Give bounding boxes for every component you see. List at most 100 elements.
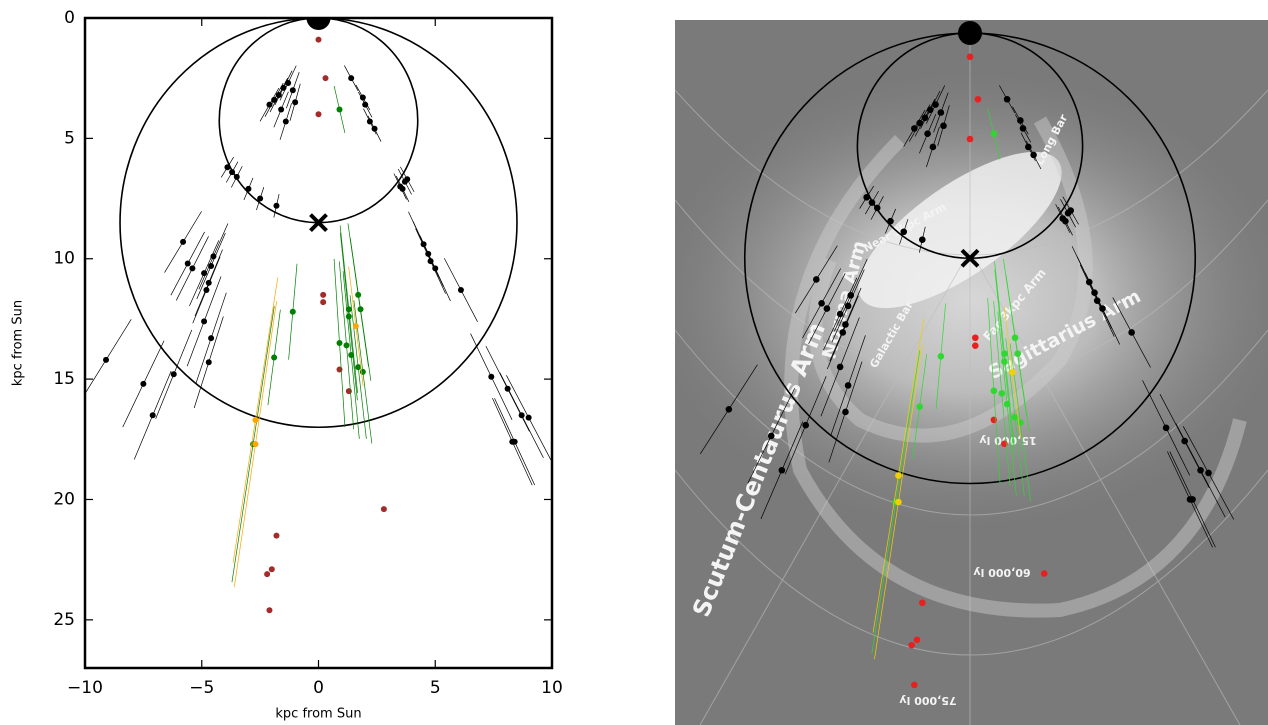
- data-point: [813, 276, 820, 283]
- data-point: [1017, 419, 1024, 426]
- data-point: [352, 323, 359, 330]
- data-point: [972, 342, 979, 350]
- data-point: [184, 260, 191, 267]
- data-point: [937, 353, 945, 360]
- data-point: [974, 95, 982, 103]
- data-point: [1197, 466, 1204, 474]
- x-tick-label: −5: [189, 678, 214, 698]
- data-point: [205, 359, 212, 366]
- data-point: [140, 380, 147, 387]
- data-point: [511, 438, 518, 445]
- data-point: [359, 368, 366, 375]
- data-point: [966, 135, 974, 143]
- data-point: [1001, 350, 1008, 357]
- data-point: [966, 53, 974, 61]
- data-point: [229, 169, 236, 176]
- data-point: [863, 194, 870, 201]
- data-point: [399, 185, 406, 192]
- data-point: [919, 599, 926, 607]
- data-point: [348, 352, 355, 359]
- data-point: [929, 143, 937, 151]
- data-point: [919, 236, 926, 243]
- data-point: [289, 87, 296, 94]
- galaxy-disk: [675, 70, 1268, 530]
- data-point: [900, 228, 908, 236]
- data-point: [1128, 329, 1135, 336]
- data-point: [839, 329, 847, 336]
- data-point: [908, 641, 915, 649]
- data-point: [937, 109, 945, 116]
- data-point: [315, 111, 322, 118]
- data-point: [233, 173, 240, 180]
- data-point: [873, 204, 881, 212]
- y-tick-label: 15: [53, 369, 75, 389]
- x-tick-label: 5: [430, 678, 441, 698]
- plot-area: [85, 18, 552, 614]
- data-point: [264, 571, 271, 578]
- data-point: [149, 412, 156, 419]
- image-label: 15,000 ly: [979, 434, 1036, 447]
- data-point: [1003, 95, 1011, 103]
- data-point: [315, 36, 322, 43]
- data-point: [525, 414, 532, 421]
- data-point: [990, 387, 998, 395]
- data-point: [282, 118, 289, 125]
- data-point: [357, 306, 364, 313]
- data-point: [289, 308, 296, 315]
- sun: [958, 21, 982, 45]
- data-point: [1009, 368, 1016, 376]
- y-axis-label: kpc from Sun: [11, 300, 26, 386]
- data-point: [432, 265, 439, 272]
- data-point: [895, 472, 902, 479]
- data-point: [725, 406, 733, 413]
- data-point: [201, 318, 208, 325]
- galactic-bar: [858, 151, 1062, 309]
- data-point: [847, 292, 855, 299]
- data-point: [189, 265, 196, 272]
- data-point: [245, 185, 252, 192]
- data-point: [208, 335, 215, 342]
- data-point: [285, 80, 292, 86]
- data-point: [224, 164, 231, 171]
- data-point: [322, 75, 329, 82]
- data-point: [457, 287, 464, 294]
- data-point: [210, 253, 217, 260]
- data-point: [504, 385, 511, 392]
- data-point: [252, 417, 259, 424]
- data-point: [343, 342, 350, 349]
- galactic-center: [960, 248, 980, 268]
- data-point: [266, 607, 273, 614]
- data-point: [1030, 151, 1037, 159]
- data-point: [836, 363, 844, 371]
- data-point: [1162, 424, 1170, 432]
- data-point: [273, 532, 280, 539]
- data-point: [1062, 217, 1069, 225]
- data-point: [380, 506, 387, 513]
- data-point: [1019, 125, 1027, 132]
- data-point: [180, 238, 187, 245]
- data-point: [273, 202, 280, 209]
- data-point: [1093, 297, 1101, 304]
- data-point: [990, 130, 998, 137]
- y-tick-label: 0: [64, 8, 75, 28]
- y-tick-label: 10: [53, 249, 75, 269]
- data-point: [518, 412, 525, 419]
- data-point: [271, 354, 278, 361]
- data-point: [359, 94, 366, 101]
- data-point: [932, 101, 939, 108]
- data-point: [355, 364, 362, 371]
- spiral-arms: [784, 116, 1247, 618]
- data-point: [336, 340, 343, 346]
- data-point: [1189, 496, 1196, 503]
- tangent-circle: [218, 18, 419, 224]
- data-point: [320, 299, 327, 306]
- data-point: [823, 305, 831, 312]
- data-point: [257, 195, 264, 202]
- x-axis-label: kpc from Sun: [275, 707, 361, 722]
- right-panel: Norma Arm Sagittarius ArmScutum-Centaurus…: [675, 20, 1268, 725]
- data-point: [1181, 437, 1188, 445]
- data-point: [488, 373, 495, 380]
- data-point: [203, 287, 210, 294]
- data-point: [362, 101, 369, 108]
- data-point: [1040, 570, 1048, 577]
